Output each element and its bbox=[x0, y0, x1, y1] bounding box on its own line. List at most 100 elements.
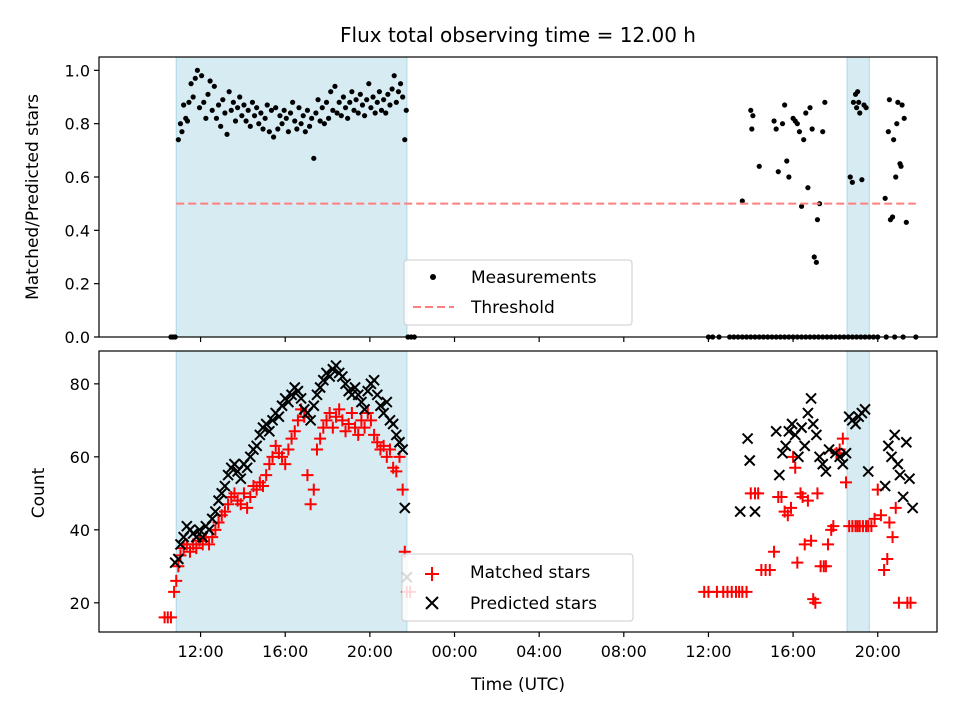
x-axis-label: Time (UTC) bbox=[470, 675, 565, 695]
point-dot-0-20 bbox=[209, 107, 215, 113]
point-dot-0-175 bbox=[798, 203, 805, 209]
point-plus-0-135 bbox=[878, 563, 891, 576]
point-plus-0-43 bbox=[291, 414, 304, 427]
bottom-y-ticks: 20 40 60 80 bbox=[70, 375, 99, 613]
point-dot-0-29 bbox=[228, 107, 234, 113]
point-x-1-34 bbox=[276, 400, 288, 412]
point-plus-0-142 bbox=[904, 596, 917, 609]
point-dot-0-23 bbox=[215, 102, 222, 108]
y-tick-label: 0.4 bbox=[65, 221, 90, 240]
point-dot-0-95 bbox=[368, 105, 374, 111]
point-x-1-94 bbox=[817, 458, 829, 470]
point-dot-0-168 bbox=[782, 102, 788, 108]
point-dot-0-103 bbox=[385, 91, 391, 97]
point-plus-0-104 bbox=[791, 556, 804, 569]
point-x-1-49 bbox=[323, 370, 336, 383]
point-dot-0-76 bbox=[328, 89, 334, 95]
point-dot-0-167 bbox=[779, 121, 786, 127]
top-x-ticks bbox=[199, 337, 879, 342]
point-x-1-88 bbox=[799, 440, 811, 452]
point-x-1-37 bbox=[285, 389, 298, 401]
point-dot-0-15 bbox=[199, 73, 205, 79]
point-plus-0-6 bbox=[174, 549, 187, 562]
point-plus-0-118 bbox=[827, 520, 840, 533]
point-dot-0-180 bbox=[809, 126, 815, 132]
y-tick-label: 0.8 bbox=[65, 115, 90, 134]
point-plus-0-38 bbox=[276, 450, 289, 463]
point-dot-0-55 bbox=[283, 115, 289, 121]
point-dot-0-100 bbox=[378, 107, 385, 113]
point-x-1-61 bbox=[362, 385, 374, 397]
point-dot-0-186 bbox=[822, 99, 828, 105]
point-x-1-45 bbox=[311, 389, 323, 401]
point-plus-0-98 bbox=[775, 490, 788, 503]
point-dot-0-102 bbox=[383, 110, 389, 116]
point-dot-0-83 bbox=[342, 105, 349, 111]
point-plus-0-30 bbox=[250, 483, 263, 496]
point-dot-0-107 bbox=[393, 99, 399, 105]
point-x-1-1 bbox=[172, 553, 185, 565]
point-x-1-33 bbox=[273, 410, 285, 423]
point-dot-0-43 bbox=[258, 110, 264, 116]
point-dot-0-13 bbox=[194, 67, 201, 73]
point-dot-0-78 bbox=[332, 83, 338, 89]
point-x-1-109 bbox=[882, 440, 895, 452]
point-x-1-23 bbox=[241, 462, 253, 474]
y-tick-label: 1.0 bbox=[65, 61, 90, 80]
point-dot-0-202 bbox=[889, 214, 896, 220]
point-plus-0-4 bbox=[170, 574, 183, 587]
bottom-axes-frame bbox=[98, 350, 938, 633]
point-x-1-92 bbox=[810, 429, 823, 441]
point-dot-0-26 bbox=[222, 110, 228, 116]
point-dot-0-5 bbox=[179, 129, 185, 135]
point-dot-0-59 bbox=[292, 118, 298, 124]
point-plus-0-134 bbox=[874, 509, 887, 522]
point-x-1-106 bbox=[859, 403, 871, 416]
point-x-1-67 bbox=[381, 396, 393, 408]
point-dot-0-64 bbox=[302, 129, 308, 135]
point-dot-0-210 bbox=[901, 115, 907, 121]
point-x-1-114 bbox=[897, 491, 909, 503]
point-dot-0-209 bbox=[899, 102, 905, 108]
point-x-1-39 bbox=[292, 385, 304, 397]
point-dot-0-189 bbox=[850, 99, 857, 105]
point-dot-0-50 bbox=[273, 105, 279, 111]
point-x-1-26 bbox=[250, 440, 263, 452]
point-dot-0-52 bbox=[277, 113, 283, 119]
point-dot-0-163 bbox=[756, 163, 762, 169]
point-dot-0-179 bbox=[807, 105, 813, 111]
point-dot-0-22 bbox=[213, 115, 220, 121]
point-plus-0-66 bbox=[364, 414, 377, 427]
point-dot-0-177 bbox=[803, 110, 809, 116]
point-dot-0-193 bbox=[856, 99, 862, 105]
point-x-1-111 bbox=[888, 429, 901, 441]
point-dot-0-30 bbox=[230, 99, 236, 105]
point-x-1-84 bbox=[786, 418, 798, 430]
point-plus-0-3 bbox=[168, 585, 181, 598]
point-x-1-86 bbox=[792, 451, 805, 463]
point-dot-0-109 bbox=[397, 81, 404, 87]
point-x-1-87 bbox=[795, 421, 808, 434]
point-plus-0-33 bbox=[260, 469, 273, 482]
point-dot-0-89 bbox=[355, 110, 361, 116]
point-dot-0-188 bbox=[849, 179, 855, 185]
point-plus-0-111 bbox=[809, 596, 822, 609]
legend-threshold-label: Threshold bbox=[470, 298, 555, 318]
point-x-1-82 bbox=[779, 440, 792, 452]
y-tick-label: 80 bbox=[70, 375, 90, 394]
point-x-1-79 bbox=[770, 425, 782, 437]
point-dot-0-80 bbox=[336, 99, 342, 105]
point-dot-0-67 bbox=[309, 115, 315, 121]
point-plus-0-115 bbox=[819, 560, 832, 573]
point-dot-0-73 bbox=[321, 121, 327, 127]
point-dot-0-104 bbox=[387, 102, 393, 108]
point-x-1-83 bbox=[783, 425, 795, 437]
top-legend-box bbox=[403, 259, 633, 326]
x-tick-label: 08:00 bbox=[601, 642, 647, 661]
point-x-1-90 bbox=[805, 392, 817, 405]
point-dot-0-31 bbox=[232, 118, 239, 124]
point-x-1-108 bbox=[879, 480, 891, 492]
point-dot-0-34 bbox=[239, 113, 245, 119]
point-dot-0-90 bbox=[357, 91, 363, 97]
